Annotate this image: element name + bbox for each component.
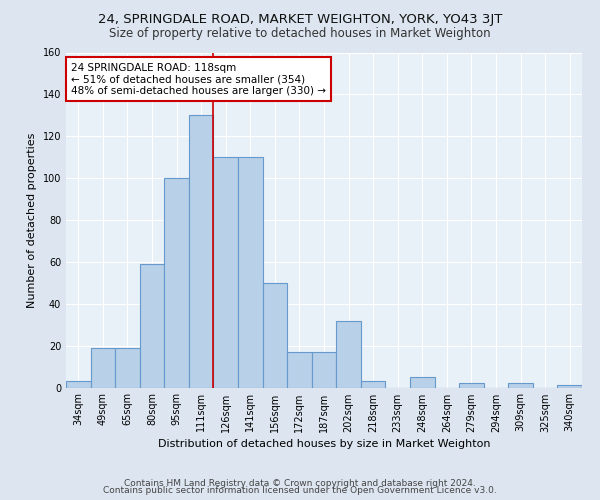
Bar (189, 116, 214, 388)
Text: Contains HM Land Registry data © Crown copyright and database right 2024.: Contains HM Land Registry data © Crown c… (124, 478, 476, 488)
Bar (287, 352, 312, 388)
Bar (336, 320, 361, 388)
Y-axis label: Number of detached properties: Number of detached properties (27, 132, 37, 308)
Bar (115, 348, 140, 388)
Bar (164, 178, 189, 388)
Text: Contains public sector information licensed under the Open Government Licence v3: Contains public sector information licen… (103, 486, 497, 495)
Text: Size of property relative to detached houses in Market Weighton: Size of property relative to detached ho… (109, 28, 491, 40)
Bar (214, 157, 238, 388)
Bar (361, 381, 385, 388)
Bar (312, 352, 336, 388)
Bar (459, 384, 484, 388)
Bar (263, 283, 287, 388)
Bar (91, 348, 115, 388)
Bar (557, 386, 582, 388)
Bar (238, 157, 263, 388)
Bar (140, 264, 164, 388)
X-axis label: Distribution of detached houses by size in Market Weighton: Distribution of detached houses by size … (158, 438, 490, 448)
Bar (508, 384, 533, 388)
Text: 24, SPRINGDALE ROAD, MARKET WEIGHTON, YORK, YO43 3JT: 24, SPRINGDALE ROAD, MARKET WEIGHTON, YO… (98, 12, 502, 26)
Bar (66, 381, 91, 388)
Bar (410, 377, 434, 388)
Text: 24 SPRINGDALE ROAD: 118sqm
← 51% of detached houses are smaller (354)
48% of sem: 24 SPRINGDALE ROAD: 118sqm ← 51% of deta… (71, 62, 326, 96)
